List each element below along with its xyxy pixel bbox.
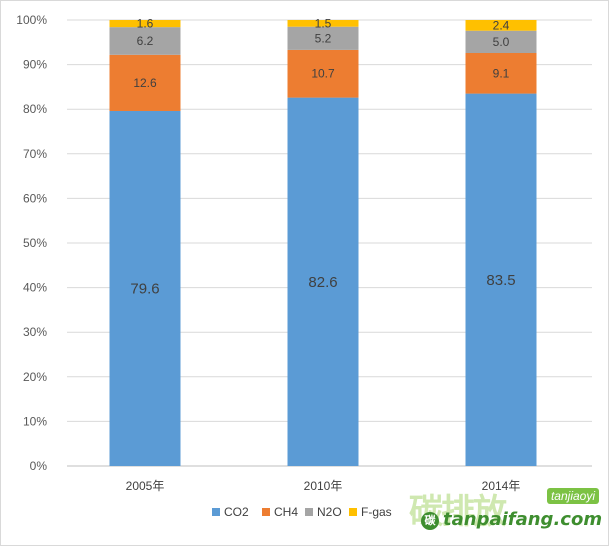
y-tick-label: 50% xyxy=(23,236,47,250)
data-label: 10.7 xyxy=(311,67,335,81)
y-tick-label: 30% xyxy=(23,325,47,339)
y-tick-label: 80% xyxy=(23,102,47,116)
legend-swatch xyxy=(212,508,220,516)
legend: CO2 CH4 N2O F-gas xyxy=(212,505,392,519)
legend-swatch xyxy=(305,508,313,516)
y-tick-label: 40% xyxy=(23,281,47,295)
watermark-site: tanpaifang.com xyxy=(443,509,603,530)
legend-swatch xyxy=(262,508,270,516)
legend-label: CO2 xyxy=(224,505,249,519)
bar-segment-n2o xyxy=(287,26,359,50)
bar-segment-f-gas xyxy=(287,20,359,27)
bar-segment-ch4 xyxy=(287,49,359,98)
data-label: 82.6 xyxy=(308,274,337,291)
x-axis-categories: 2005年 2010年 2014年 xyxy=(126,479,521,493)
data-label: 1.5 xyxy=(315,16,332,30)
bar-segment-f-gas xyxy=(465,20,537,31)
bar-segment-co2 xyxy=(465,93,537,466)
data-label: 83.5 xyxy=(486,272,515,289)
data-label: 2.4 xyxy=(493,18,510,32)
bar-segment-co2 xyxy=(109,110,181,466)
watermark-logo-icon: 碳 xyxy=(421,512,439,530)
bar-segment-n2o xyxy=(465,30,537,54)
legend-label: CH4 xyxy=(274,505,298,519)
y-tick-label: 100% xyxy=(16,13,47,27)
legend-label: N2O xyxy=(317,505,342,519)
bar-segment-n2o xyxy=(109,27,181,55)
data-labels: 79.6 12.6 6.2 1.6 82.6 10.7 5.21.5 83.5 9.1 5.0 2.… xyxy=(130,16,515,297)
data-label: 5.2 xyxy=(315,31,332,45)
data-label: 5.0 xyxy=(493,35,510,49)
y-tick-label: 20% xyxy=(23,370,47,384)
y-axis-ticks: 0% 10% 20% 30% 40% 50% 60% 70% 80% 90% 100% xyxy=(16,13,47,473)
bar-segment-ch4 xyxy=(465,53,537,94)
data-label: 1.6 xyxy=(137,17,154,31)
category-label: 2005年 xyxy=(126,479,165,493)
y-tick-label: 10% xyxy=(23,414,47,428)
bar-segment-ch4 xyxy=(109,54,181,111)
data-label: 6.2 xyxy=(137,34,154,48)
bar-segment-co2 xyxy=(287,97,359,466)
y-tick-label: 90% xyxy=(23,58,47,72)
bars xyxy=(109,20,537,466)
data-label: 9.1 xyxy=(493,66,510,80)
legend-swatch xyxy=(349,508,357,516)
watermark: 碳排放 tanjiaoyi 碳 tanpaifang.com xyxy=(401,488,603,536)
category-label: 2014年 xyxy=(482,479,521,493)
data-label: 12.6 xyxy=(133,76,157,90)
legend-label: F-gas xyxy=(361,505,392,519)
category-label: 2010年 xyxy=(304,479,343,493)
y-tick-label: 60% xyxy=(23,191,47,205)
data-label: 79.6 xyxy=(130,280,159,297)
watermark-pinyin: tanjiaoyi xyxy=(546,488,599,504)
y-tick-label: 70% xyxy=(23,147,47,161)
bar-segment-f-gas xyxy=(109,20,181,28)
y-tick-label: 0% xyxy=(30,459,48,473)
